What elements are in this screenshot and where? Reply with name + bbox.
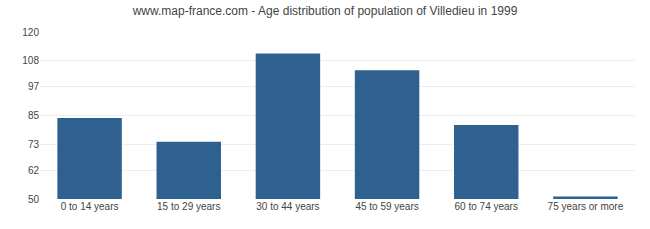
svg-text:15 to 29 years: 15 to 29 years (157, 201, 220, 212)
svg-text:108: 108 (22, 55, 39, 66)
svg-text:85: 85 (28, 110, 40, 121)
svg-text:45 to 59 years: 45 to 59 years (355, 201, 418, 212)
svg-text:30 to 44 years: 30 to 44 years (256, 201, 319, 212)
svg-text:0 to 14 years: 0 to 14 years (61, 201, 119, 212)
svg-text:75 years or more: 75 years or more (548, 201, 624, 212)
svg-text:73: 73 (28, 139, 40, 150)
svg-text:97: 97 (28, 81, 40, 92)
svg-text:120: 120 (22, 27, 39, 38)
svg-text:50: 50 (28, 194, 40, 205)
svg-text:62: 62 (28, 165, 40, 176)
svg-text:60 to 74 years: 60 to 74 years (455, 201, 518, 212)
svg-text:www.map-france.com - Age distr: www.map-france.com - Age distribution of… (132, 4, 518, 18)
